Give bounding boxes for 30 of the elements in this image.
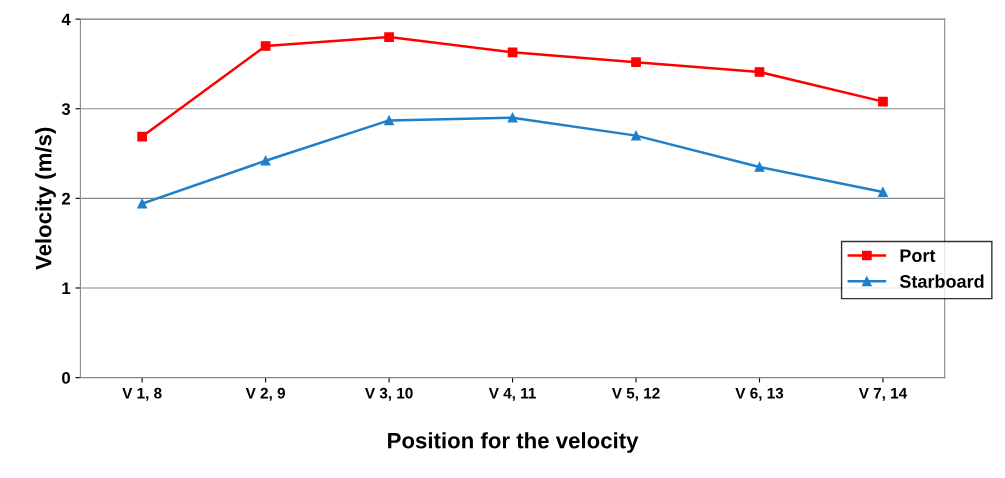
point: [878, 96, 888, 107]
point: [137, 198, 147, 209]
point: [260, 155, 271, 166]
y-tick-label: 3: [61, 103, 71, 115]
y-tick-label: 2: [61, 192, 71, 205]
x-axis-title: Position for the velocity: [388, 432, 639, 453]
x-tick-label: V 1, 8: [122, 387, 162, 401]
legend-label: Starboard: [899, 274, 984, 288]
x-tick-label: V 5, 12: [611, 387, 660, 401]
y-tick-label: 0: [62, 372, 70, 384]
x-tick-label: V 6, 13: [735, 387, 784, 401]
y-tick-label: 4: [61, 13, 71, 26]
y-axis-title: Velocity (m/s): [35, 127, 56, 270]
point: [507, 47, 518, 58]
point: [137, 131, 147, 142]
point: [631, 130, 641, 141]
point: [754, 162, 765, 172]
point: [384, 115, 394, 126]
point: [507, 112, 518, 123]
legend-label: Port: [900, 249, 936, 262]
point: [631, 57, 641, 68]
point: [260, 41, 271, 51]
x-tick-label: V 3, 10: [364, 387, 413, 401]
y-tick-label: 1: [62, 282, 71, 295]
point: [384, 32, 394, 42]
point: [754, 67, 765, 77]
x-tick-label: V 7, 14: [858, 387, 908, 401]
point: [878, 187, 888, 197]
x-tick-label: V 2, 9: [245, 387, 285, 401]
x-tick-label: V 4, 11: [488, 387, 536, 401]
